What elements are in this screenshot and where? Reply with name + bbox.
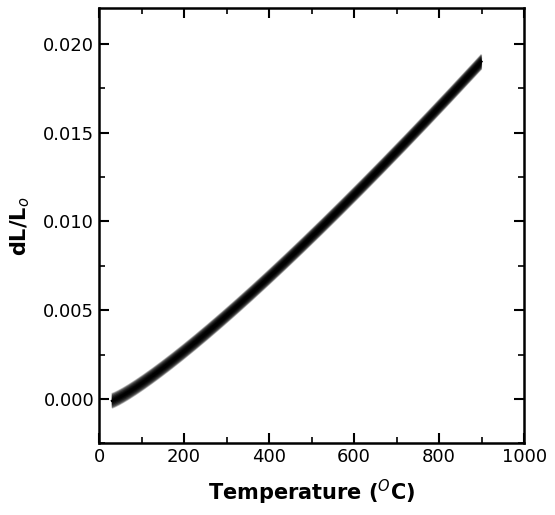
Y-axis label: dL/L$_o$: dL/L$_o$ <box>8 196 32 256</box>
X-axis label: Temperature ($^O$C): Temperature ($^O$C) <box>208 477 415 507</box>
